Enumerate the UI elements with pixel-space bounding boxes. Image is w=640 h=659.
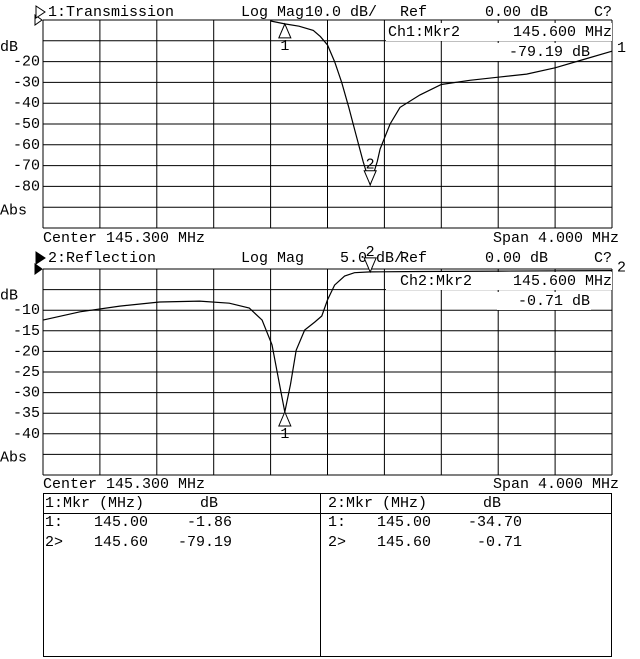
y-tick-label: -20 (13, 343, 40, 360)
y-axis-label-bottom: Abs (0, 449, 27, 466)
marker-label: 1 (280, 426, 289, 443)
table-cell: -79.19 (178, 534, 232, 551)
table-cell: 1: (45, 514, 63, 531)
span-label: Span 4.000 MHz (493, 230, 619, 247)
marker-label: 1 (280, 38, 289, 55)
ref-indicator (34, 263, 43, 275)
marker-tables: 1:Mkr (MHz) dB 1: 145.00 -1.86 2> 145.60 -79.19… (43, 493, 612, 657)
header-channel-label: 2:Reflection (48, 250, 156, 267)
y-axis-label: dB (0, 288, 18, 305)
y-tick-label: -80 (13, 178, 40, 195)
y-tick-label: -30 (13, 385, 40, 402)
y-tick-label: -40 (13, 95, 40, 112)
table-cell: -0.71 (477, 534, 522, 551)
table-cell: -1.86 (187, 514, 232, 531)
channel-indicator (35, 5, 46, 19)
table-cell: 1: (328, 514, 346, 531)
y-axis-label-bottom: Abs (0, 202, 27, 219)
header-ref: 0.00 dB (485, 4, 548, 21)
table-cell: -34.70 (468, 514, 522, 531)
y-tick-label: -40 (13, 426, 40, 443)
header-ref: 0.00 dB (485, 250, 548, 267)
marker (363, 257, 377, 274)
marker-label: 2 (366, 157, 375, 174)
y-tick-label: -30 (13, 74, 40, 91)
readout-frequency: 145.600 MHz (513, 273, 612, 290)
y-tick-label: -20 (13, 54, 40, 71)
header-format: Log Mag (241, 4, 304, 21)
table-cell: 145.60 (94, 534, 148, 551)
marker (278, 410, 292, 427)
center-label: Center 145.300 MHz (43, 230, 205, 247)
readout-bg (386, 23, 612, 41)
table-header: 2:Mkr (MHz) (328, 495, 427, 512)
header-status: C? (594, 4, 612, 21)
table-cell: 2> (328, 534, 346, 551)
table-cell: 145.60 (377, 534, 431, 551)
readout-frequency: 145.600 MHz (513, 24, 612, 41)
table-cell: 2> (45, 534, 63, 551)
y-tick-label: -35 (13, 405, 40, 422)
readout-value: -0.71 dB (518, 293, 590, 310)
header-status: C? (594, 250, 612, 267)
y-tick-label: -50 (13, 116, 40, 133)
table-header: dB (483, 495, 501, 512)
y-tick-label: -15 (13, 323, 40, 340)
readout-bg (386, 272, 612, 290)
y-tick-label: -70 (13, 158, 40, 175)
header-channel-label: 1:Transmission (48, 4, 174, 21)
table-header: dB (200, 495, 218, 512)
marker-label: 2 (366, 244, 375, 261)
y-axis-label: dB (0, 39, 18, 56)
table-cell: 145.00 (377, 514, 431, 531)
header-ref-label: Ref (400, 4, 427, 21)
readout-name: Ch2:Mkr2 (400, 273, 472, 290)
marker (278, 22, 292, 39)
y-tick-label: -10 (13, 302, 40, 319)
trace-label: 2 (617, 260, 626, 277)
readout-bg (497, 43, 591, 61)
y-tick-label: -25 (13, 364, 40, 381)
center-label: Center 145.300 MHz (43, 476, 205, 493)
table-frame (43, 493, 612, 657)
marker (363, 170, 377, 186)
header-ref-label: Ref (400, 250, 427, 267)
readout-bg (497, 292, 591, 310)
trace (42, 270, 613, 413)
readout-name: Ch1:Mkr2 (388, 24, 460, 41)
y-tick-label: -60 (13, 137, 40, 154)
span-label: Span 4.000 MHz (493, 476, 619, 493)
channel-indicator (35, 251, 46, 265)
readout-value: -79.19 dB (509, 44, 590, 61)
trace-label: 1 (617, 40, 626, 57)
table-cell: 145.00 (94, 514, 148, 531)
table-header: 1:Mkr (MHz) (45, 495, 144, 512)
header-scale: 10.0 dB/ (305, 4, 377, 21)
header-format: Log Mag (241, 250, 304, 267)
